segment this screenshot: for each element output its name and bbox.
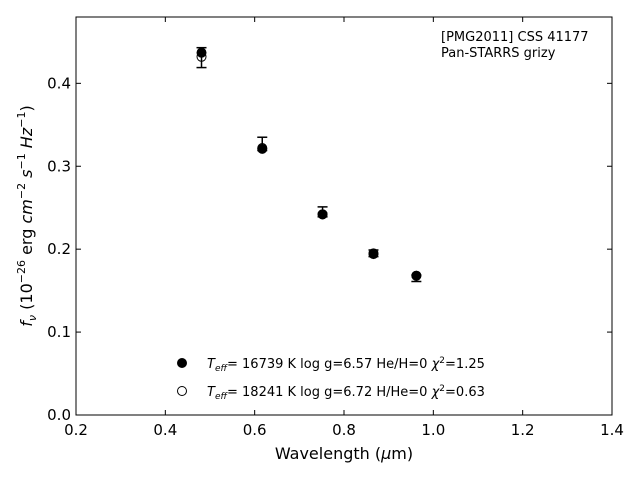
axis-ticks [75,17,613,416]
annotation-title: [PMG2011] CSS 41177 [441,30,589,45]
y-tick-label: 0.4 [47,74,71,92]
data-points [196,47,422,281]
x-tick-label: 0.4 [153,421,177,439]
x-tick-label: 1.0 [421,421,445,439]
point-open [196,51,207,62]
x-tick-label: 0.6 [243,421,267,439]
y-tick-label: 0.3 [47,157,71,175]
annotation-survey: Pan-STARRS grizy [441,46,556,61]
legend-marker-open [177,386,187,396]
x-tick-label: 0.8 [332,421,356,439]
y-tick-label: 0.1 [47,323,71,341]
legend-entry-1: Teff= 16739 K log g=6.57 He/H=0 χ2=1.25 [207,356,485,374]
legend-marker-filled [177,358,187,368]
plot-frame [75,16,613,416]
point-open [317,209,328,220]
x-tick-label: 0.2 [64,421,88,439]
y-tick-labels: 0.0 0.1 0.2 0.3 0.4 [47,74,71,424]
y-tick-label: 0.2 [47,240,71,258]
y-tick-label: 0.0 [47,406,71,424]
x-tick-label: 1.2 [511,421,535,439]
x-tick-labels: 0.2 0.4 0.6 0.8 1.0 1.2 1.4 [64,421,624,439]
x-axis-title: Wavelength (μm) [275,444,413,463]
x-tick-label: 1.4 [600,421,624,439]
y-axis-title: fν (10−26 erg cm−2 s−1 Hz−1) [15,105,39,326]
point-open [257,143,268,154]
legend-entry-2: Teff= 18241 K log g=6.72 H/He=0 χ2=0.63 [207,384,485,402]
point-open [368,248,379,259]
point-open [411,270,422,281]
